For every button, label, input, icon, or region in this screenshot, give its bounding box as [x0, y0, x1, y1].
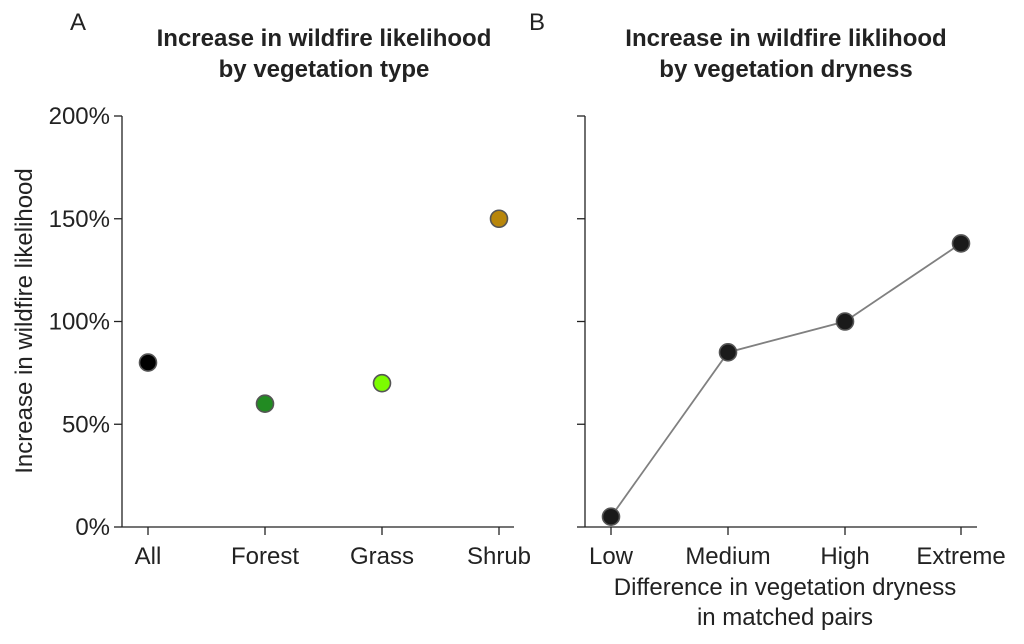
x-tick-label: All: [135, 543, 162, 570]
data-point-low: [601, 507, 621, 527]
x-tick-label: Shrub: [467, 543, 531, 570]
chart-title-line: Increase in wildfire liklihood: [625, 25, 946, 52]
y-tick-label: 200%: [49, 103, 110, 130]
panel-b: B Increase in wildfire liklihood by vegeta…: [529, 9, 1006, 631]
data-point-medium: [718, 343, 738, 362]
data-point-all: [138, 353, 158, 372]
x-axis-label-line: in matched pairs: [697, 604, 873, 631]
x-tick-label: Grass: [350, 543, 414, 570]
panel-a: A Increase in wildfire likelihood by veget…: [11, 9, 531, 570]
x-tick-label: Forest: [231, 543, 299, 570]
series-line: [610, 242, 962, 518]
y-axis-label: Increase in wildfire likelihood: [11, 168, 38, 473]
x-tick-label: Low: [589, 543, 634, 570]
x-tick-label: Medium: [685, 543, 770, 570]
y-tick-label: 0%: [75, 514, 110, 541]
data-point-shrub: [489, 209, 509, 229]
data-point-extreme: [951, 234, 971, 253]
data-point-forest: [255, 394, 275, 414]
chart-title-line: by vegetation dryness: [659, 56, 912, 83]
x-tick-label: Extreme: [916, 543, 1005, 570]
chart-title-line: by vegetation type: [219, 56, 430, 83]
y-tick-label: 50%: [62, 411, 110, 438]
panel-letter: B: [529, 9, 545, 36]
data-point-grass: [372, 373, 392, 393]
x-tick-label: High: [820, 543, 869, 570]
chart-title-line: Increase in wildfire likelihood: [157, 25, 492, 52]
data-point-high: [835, 312, 855, 331]
panel-letter: A: [70, 9, 86, 36]
y-tick-label: 150%: [49, 206, 110, 233]
x-axis-label-line: Difference in vegetation dryness: [614, 574, 956, 601]
y-tick-label: 100%: [49, 309, 110, 336]
